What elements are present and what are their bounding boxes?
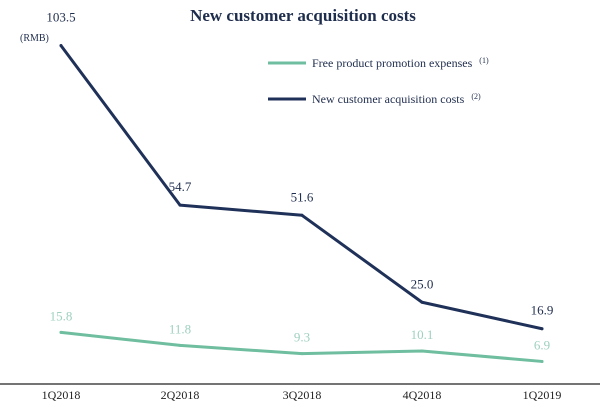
- x-tick-label: 2Q2018: [161, 388, 200, 402]
- data-point-acq: [420, 300, 424, 304]
- data-label-acq: 54.7: [169, 179, 192, 194]
- plot-area: 1Q2018 2Q2018 3Q2018 4Q2018 1Q2019 15.8 11.8 9.…: [0, 10, 600, 402]
- data-point-acq: [59, 44, 63, 48]
- legend: Free product promotion expenses (1) New …: [268, 56, 489, 106]
- data-label-acq: 25.0: [411, 276, 434, 291]
- data-point-promo: [540, 359, 544, 363]
- data-label-promo: 9.3: [294, 330, 310, 345]
- x-tick-label: 3Q2018: [283, 388, 322, 402]
- chart-title: New customer acquisition costs: [190, 6, 416, 25]
- legend-item-promo: Free product promotion expenses (1): [268, 56, 489, 70]
- data-label-acq: 103.5: [46, 10, 75, 25]
- data-label-acq: 16.9: [531, 303, 554, 318]
- data-label-acq: 51.6: [291, 189, 314, 204]
- data-label-promo: 6.9: [534, 337, 550, 352]
- legend-label-promo: Free product promotion expenses (1): [312, 56, 489, 70]
- data-point-promo: [178, 343, 182, 347]
- x-tick-label: 1Q2019: [523, 388, 562, 402]
- data-label-promo: 11.8: [169, 321, 191, 336]
- x-tick-label: 1Q2018: [42, 388, 81, 402]
- data-point-acq: [178, 203, 182, 207]
- legend-label-acq: New customer acquisition costs (2): [312, 92, 481, 106]
- data-point-promo: [300, 352, 304, 356]
- legend-item-acq: New customer acquisition costs (2): [268, 92, 481, 106]
- data-label-promo: 15.8: [50, 308, 73, 323]
- data-point-promo: [59, 330, 63, 334]
- data-point-acq: [300, 213, 304, 217]
- data-point-promo: [420, 349, 424, 353]
- data-point-acq: [540, 327, 544, 331]
- unit-label: (RMB): [20, 33, 49, 44]
- x-tick-label: 4Q2018: [403, 388, 442, 402]
- series-line-acq: [59, 44, 544, 331]
- data-label-promo: 10.1: [411, 327, 434, 342]
